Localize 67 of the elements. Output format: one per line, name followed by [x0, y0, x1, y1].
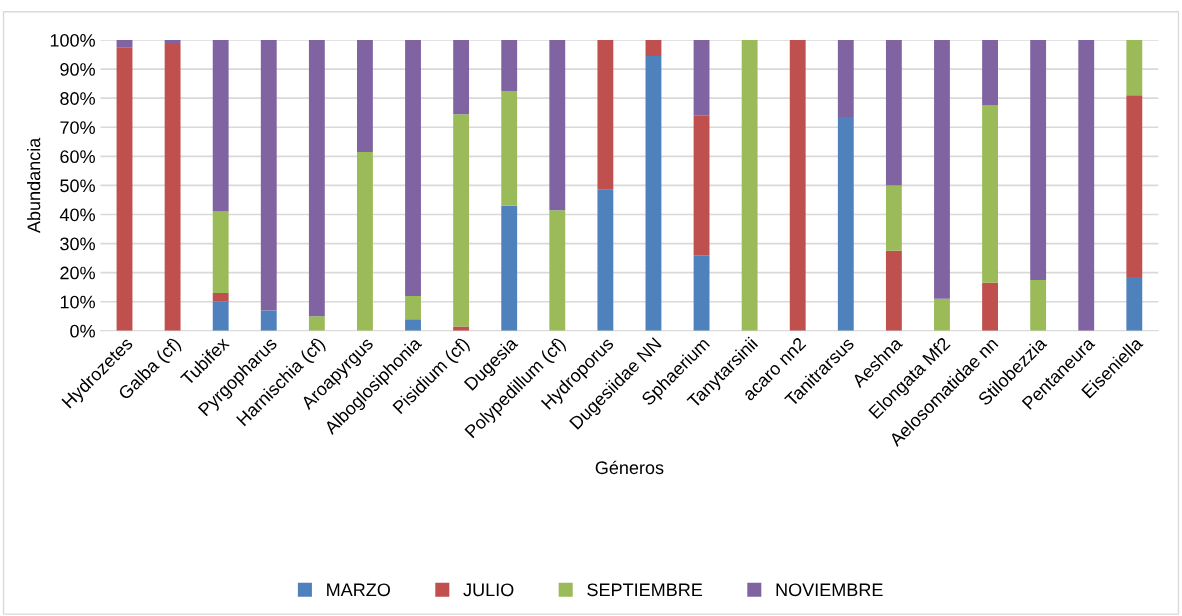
bar [308, 316, 325, 331]
y-tick-label: 10% [60, 295, 95, 309]
bar [453, 114, 470, 327]
bar [789, 40, 806, 331]
bar [212, 211, 229, 293]
bar [982, 40, 998, 106]
bar [308, 40, 325, 317]
bar [1126, 40, 1143, 96]
y-tick-label: 80% [60, 92, 95, 105]
y-tick-label: 20% [60, 266, 95, 280]
bar [1030, 40, 1047, 280]
y-tick-label: 90% [60, 63, 95, 76]
bar [645, 56, 662, 331]
bar [260, 40, 277, 311]
bar [693, 255, 710, 331]
bar [693, 115, 710, 256]
y-tick-label: 40% [59, 208, 95, 222]
bar [885, 40, 902, 186]
bar [982, 282, 998, 331]
bar [741, 40, 758, 331]
y-tick-label: 100% [50, 33, 95, 47]
bar [116, 47, 133, 331]
bar [934, 298, 950, 331]
legend-label: JULIO [463, 583, 514, 597]
bar [164, 40, 181, 43]
bar [501, 40, 518, 91]
bar [597, 40, 614, 190]
bar [405, 295, 421, 320]
bar [837, 117, 854, 331]
bar [357, 151, 373, 331]
y-tick-label: 70% [60, 121, 95, 134]
legend-label: NOVIEMBRE [776, 583, 883, 597]
bar [934, 40, 950, 299]
y-tick-label: 60% [60, 150, 95, 164]
bar [1126, 277, 1143, 331]
bar [501, 90, 518, 206]
bar [885, 185, 902, 251]
x-axis-title: Géneros [595, 460, 664, 475]
bar [645, 40, 662, 57]
y-axis-title: Abundancia [27, 137, 41, 234]
bar [260, 310, 277, 331]
bar [982, 105, 998, 283]
bar [212, 292, 229, 302]
bar [116, 40, 133, 48]
bar [549, 210, 566, 331]
legend-label: MARZO [327, 583, 390, 597]
bar [405, 319, 421, 331]
bar [453, 40, 470, 115]
bar [1078, 40, 1095, 331]
bar [357, 40, 373, 152]
bar [501, 205, 518, 331]
y-tick-label: 0% [70, 324, 95, 338]
bar [405, 40, 421, 296]
bar [837, 40, 854, 118]
bar [549, 40, 566, 211]
bar [212, 40, 229, 212]
bar [1126, 95, 1143, 277]
y-tick-label: 30% [60, 237, 95, 251]
bar [164, 42, 181, 331]
bar [693, 40, 710, 116]
bar [212, 301, 229, 331]
bar [1030, 279, 1047, 331]
legend-label: SEPTIEMBRE [587, 583, 703, 597]
bar [453, 326, 470, 331]
bar [885, 250, 902, 331]
bar [597, 189, 614, 331]
y-tick-label: 50% [60, 179, 95, 193]
